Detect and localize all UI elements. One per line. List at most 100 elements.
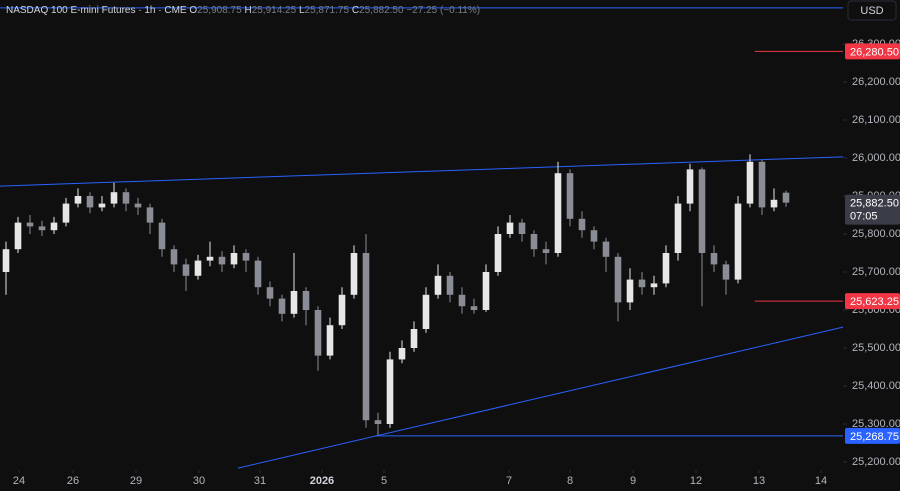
ohlc-key: O [189, 5, 197, 16]
candle-body [446, 275, 454, 295]
last-price-badge [845, 194, 900, 225]
x-tick-label: 13 [753, 475, 765, 487]
y-tick-label: 25,400.00 [852, 380, 900, 392]
candle-body [458, 294, 466, 307]
currency-box[interactable] [847, 0, 897, 21]
level-badge [845, 43, 900, 60]
trendline [237, 326, 844, 469]
ohlc-key: C [352, 5, 359, 16]
candle-body [518, 222, 526, 234]
candle-body [686, 169, 694, 204]
candle-body [710, 253, 718, 265]
ohlc-value: 25,908.75 [197, 5, 242, 16]
candle-body [374, 420, 382, 424]
candle-body [86, 196, 94, 208]
candle-body [674, 203, 682, 253]
x-tick-label: 5 [381, 475, 387, 487]
candle-body [758, 161, 766, 208]
candle-body [134, 203, 142, 208]
candle-body [38, 226, 46, 231]
candle-body [602, 241, 610, 257]
candle-body [482, 272, 490, 310]
symbol: NASDAQ 100 E-mini Futures · 1h · CME [6, 5, 187, 16]
candle-body [386, 359, 394, 424]
candle-body [626, 279, 634, 303]
candle-body [350, 253, 358, 295]
x-tick-label: 31 [254, 475, 266, 487]
candle-body [146, 207, 154, 223]
candle-body [422, 294, 430, 329]
level-label: 26,280.50 [850, 46, 899, 58]
countdown: 07:05 [850, 211, 878, 223]
candle-body [206, 256, 214, 261]
candle-body [650, 283, 658, 288]
candle-body [590, 230, 598, 242]
candle-body [170, 249, 178, 265]
x-tick-label: 24 [13, 475, 25, 487]
level-label: 25,268.75 [850, 431, 899, 443]
candle-body [290, 291, 298, 314]
x-tick-label: 29 [130, 475, 142, 487]
candle-body [506, 222, 514, 234]
candle-body [194, 260, 202, 276]
x-tick-label: 30 [193, 475, 205, 487]
candle-body [218, 256, 226, 265]
candle-body [242, 253, 250, 261]
change: −27.25 (−0.11%) [406, 5, 480, 16]
candle-body [254, 260, 262, 288]
level-label: 25,623.25 [850, 296, 899, 308]
candle-body [746, 161, 754, 204]
candle-body [2, 249, 10, 272]
x-tick-label: 26 [67, 475, 79, 487]
plot-area [0, 7, 844, 469]
candle-body [338, 294, 346, 326]
y-tick-label: 25,500.00 [852, 342, 900, 354]
ohlc-value: 25,914.25 [252, 5, 297, 16]
y-tick-label: 25,700.00 [852, 266, 900, 278]
level-badge [845, 293, 900, 310]
y-tick-label: 26,000.00 [852, 152, 900, 164]
candle-body [302, 291, 310, 310]
candle-body [26, 222, 34, 227]
candle-body [554, 173, 562, 253]
candle-body [734, 203, 742, 280]
ohlc-key: H [244, 5, 251, 16]
candle-body [110, 192, 118, 204]
candle-body [698, 169, 706, 253]
candle-body [98, 203, 106, 208]
y-tick-label: 25,800.00 [852, 228, 900, 240]
x-tick-label: 7 [506, 475, 512, 487]
candle-body [566, 173, 574, 219]
y-tick-label: 26,100.00 [852, 114, 900, 126]
candle-body [782, 192, 790, 203]
candle-body [50, 222, 58, 231]
candle-body [230, 253, 238, 265]
ohlc-value: 25,871.75 [305, 5, 350, 16]
x-tick-label: 14 [815, 475, 827, 487]
currency[interactable]: USD [860, 5, 883, 17]
candle-body [434, 275, 442, 295]
last-price-label: 25,882.50 [850, 198, 899, 210]
candle-body [398, 348, 406, 360]
candle-body [266, 287, 274, 299]
candle-body [578, 218, 586, 231]
candle-body [278, 298, 286, 314]
candle-body [530, 234, 538, 250]
x-tick-label: 2026 [310, 475, 334, 487]
candle-body [770, 199, 778, 208]
ohlc-value: 25,882.50 [359, 5, 404, 16]
candle-body [314, 310, 322, 356]
candle-body [494, 234, 502, 272]
ohlc-key: L [299, 5, 305, 16]
candle-body [542, 249, 550, 253]
candle-body [62, 203, 70, 223]
y-tick-label: 25,200.00 [852, 456, 900, 468]
candle-body [470, 306, 478, 310]
candle-body [722, 264, 730, 280]
header: NASDAQ 100 E-mini Futures · 1h · CME O25… [6, 5, 480, 16]
candle-body [326, 325, 334, 356]
y-tick-label: 26,200.00 [852, 76, 900, 88]
